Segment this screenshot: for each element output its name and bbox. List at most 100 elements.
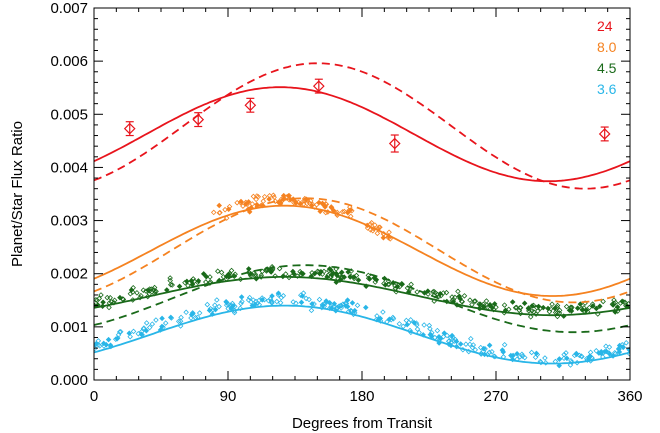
- scatter-point-3.6: [331, 301, 338, 307]
- scatter-point-4.5: [339, 269, 345, 276]
- axis-layer: 0 90 180 270 360 0.000 0.001 0.002 0.003 0.004 0.0…: [50, 0, 642, 405]
- model-curve-8.0: [94, 204, 630, 297]
- scatter-point-8.0: [266, 196, 272, 202]
- data-point-24: [123, 122, 136, 135]
- scatter-point-3.6: [616, 349, 623, 355]
- scatter-point-3.6: [542, 360, 549, 366]
- scatter-point-3.6: [126, 330, 133, 336]
- scatter-point-4.5: [611, 300, 617, 307]
- scatter-point-4.5: [176, 283, 183, 290]
- scatter-point-3.6: [349, 300, 356, 306]
- scatter-point-4.5: [434, 291, 441, 298]
- scatter-point-4.5: [521, 300, 528, 307]
- scatter-point-4.5: [333, 279, 340, 285]
- scatter-point-4.5: [184, 278, 190, 285]
- scatter-point-4.5: [513, 304, 520, 311]
- scatter-point-4.5: [100, 299, 106, 306]
- scatter-point-3.6: [606, 350, 612, 356]
- scatter-point-3.6: [299, 293, 306, 299]
- scatter-point-3.6: [407, 317, 414, 323]
- model-curve-dashed-24: [94, 62, 630, 190]
- legend-label-3.6: 3.6: [597, 81, 617, 97]
- scatter-point-3.6: [237, 305, 244, 312]
- data-point-24: [598, 128, 611, 140]
- scatter-point-4.5: [577, 301, 584, 307]
- scatter-point-3.6: [354, 302, 361, 309]
- scatter-point-3.6: [567, 362, 574, 368]
- data-point-24: [192, 113, 205, 126]
- plot-frame: [93, 7, 631, 381]
- scatter-point-3.6: [290, 299, 296, 305]
- scatter-point-3.6: [168, 315, 175, 321]
- scatter-point-3.6: [229, 300, 236, 307]
- scatter-point-3.6: [228, 302, 234, 308]
- scatter-point-3.6: [457, 341, 464, 347]
- scatter-point-8.0: [222, 206, 228, 213]
- scatter-point-3.6: [468, 335, 474, 342]
- scatter-point-8.0: [292, 199, 299, 205]
- scatter-point-3.6: [224, 299, 230, 306]
- scatter-point-3.6: [214, 297, 220, 303]
- scatter-point-3.6: [323, 298, 329, 304]
- scatter-point-3.6: [338, 303, 344, 309]
- scatter-point-4.5: [385, 281, 391, 288]
- scatter-point-3.6: [149, 321, 156, 327]
- scatter-point-4.5: [491, 301, 498, 307]
- scatter-point-8.0: [316, 199, 322, 206]
- scatter-point-3.6: [556, 362, 562, 369]
- scatter-point-3.6: [414, 326, 421, 332]
- data-point-24: [312, 80, 325, 92]
- scatter-point-3.6: [275, 292, 282, 298]
- scatter-point-8.0: [245, 199, 252, 205]
- scatter-point-3.6: [532, 354, 539, 361]
- scatter-point-8.0: [261, 193, 268, 200]
- scatter-point-3.6: [95, 342, 102, 348]
- scatter-point-3.6: [501, 341, 508, 348]
- scatter-point-3.6: [278, 294, 285, 301]
- scatter-point-4.5: [167, 275, 173, 281]
- scatter-point-4.5: [461, 293, 468, 299]
- scatter-point-3.6: [141, 325, 147, 331]
- legend-label-8.0: 8.0: [597, 39, 617, 55]
- scatter-point-4.5: [554, 302, 561, 309]
- model-curve-dashed-4.5: [94, 264, 630, 334]
- scatter-point-3.6: [578, 353, 585, 359]
- scatter-point-3.6: [444, 332, 450, 339]
- scatter-point-4.5: [408, 281, 414, 288]
- scatter-point-4.5: [168, 282, 174, 288]
- y-tick-label: 0.007: [50, 0, 88, 17]
- scatter-point-8.0: [307, 198, 314, 204]
- scatter-point-8.0: [374, 230, 381, 237]
- scatter-point-4.5: [326, 266, 333, 272]
- scatter-point-3.6: [386, 316, 393, 323]
- scatter-point-4.5: [512, 304, 519, 311]
- scatter-point-3.6: [470, 342, 477, 348]
- scatter-point-4.5: [619, 298, 625, 305]
- scatter-point-8.0: [275, 199, 282, 205]
- scatter-point-4.5: [574, 305, 581, 311]
- model-curve-3.6: [94, 304, 630, 365]
- x-tick-label: 360: [617, 388, 642, 405]
- scatter-point-4.5: [597, 303, 603, 310]
- scatter-point-8.0: [240, 203, 246, 209]
- scatter-point-3.6: [143, 328, 150, 334]
- scatter-point-3.6: [114, 335, 121, 341]
- scatter-point-3.6: [183, 309, 189, 316]
- scatter-point-4.5: [276, 265, 283, 272]
- scatter-point-3.6: [407, 327, 413, 334]
- scatter-point-4.5: [483, 298, 490, 304]
- scatter-point-3.6: [514, 351, 520, 357]
- scatter-point-4.5: [593, 305, 600, 312]
- scatter-point-3.6: [189, 311, 195, 317]
- scatter-point-4.5: [218, 269, 225, 276]
- scatter-point-3.6: [620, 344, 627, 351]
- error-bar-layer: [123, 78, 611, 153]
- scatter-point-4.5: [394, 284, 401, 290]
- x-tick-label: 90: [220, 388, 237, 405]
- scatter-point-3.6: [210, 307, 216, 313]
- scatter-point-3.6: [308, 307, 315, 314]
- scatter-point-3.6: [404, 321, 410, 328]
- scatter-point-4.5: [345, 269, 351, 275]
- scatter-point-8.0: [328, 204, 335, 210]
- scatter-point-3.6: [316, 296, 323, 303]
